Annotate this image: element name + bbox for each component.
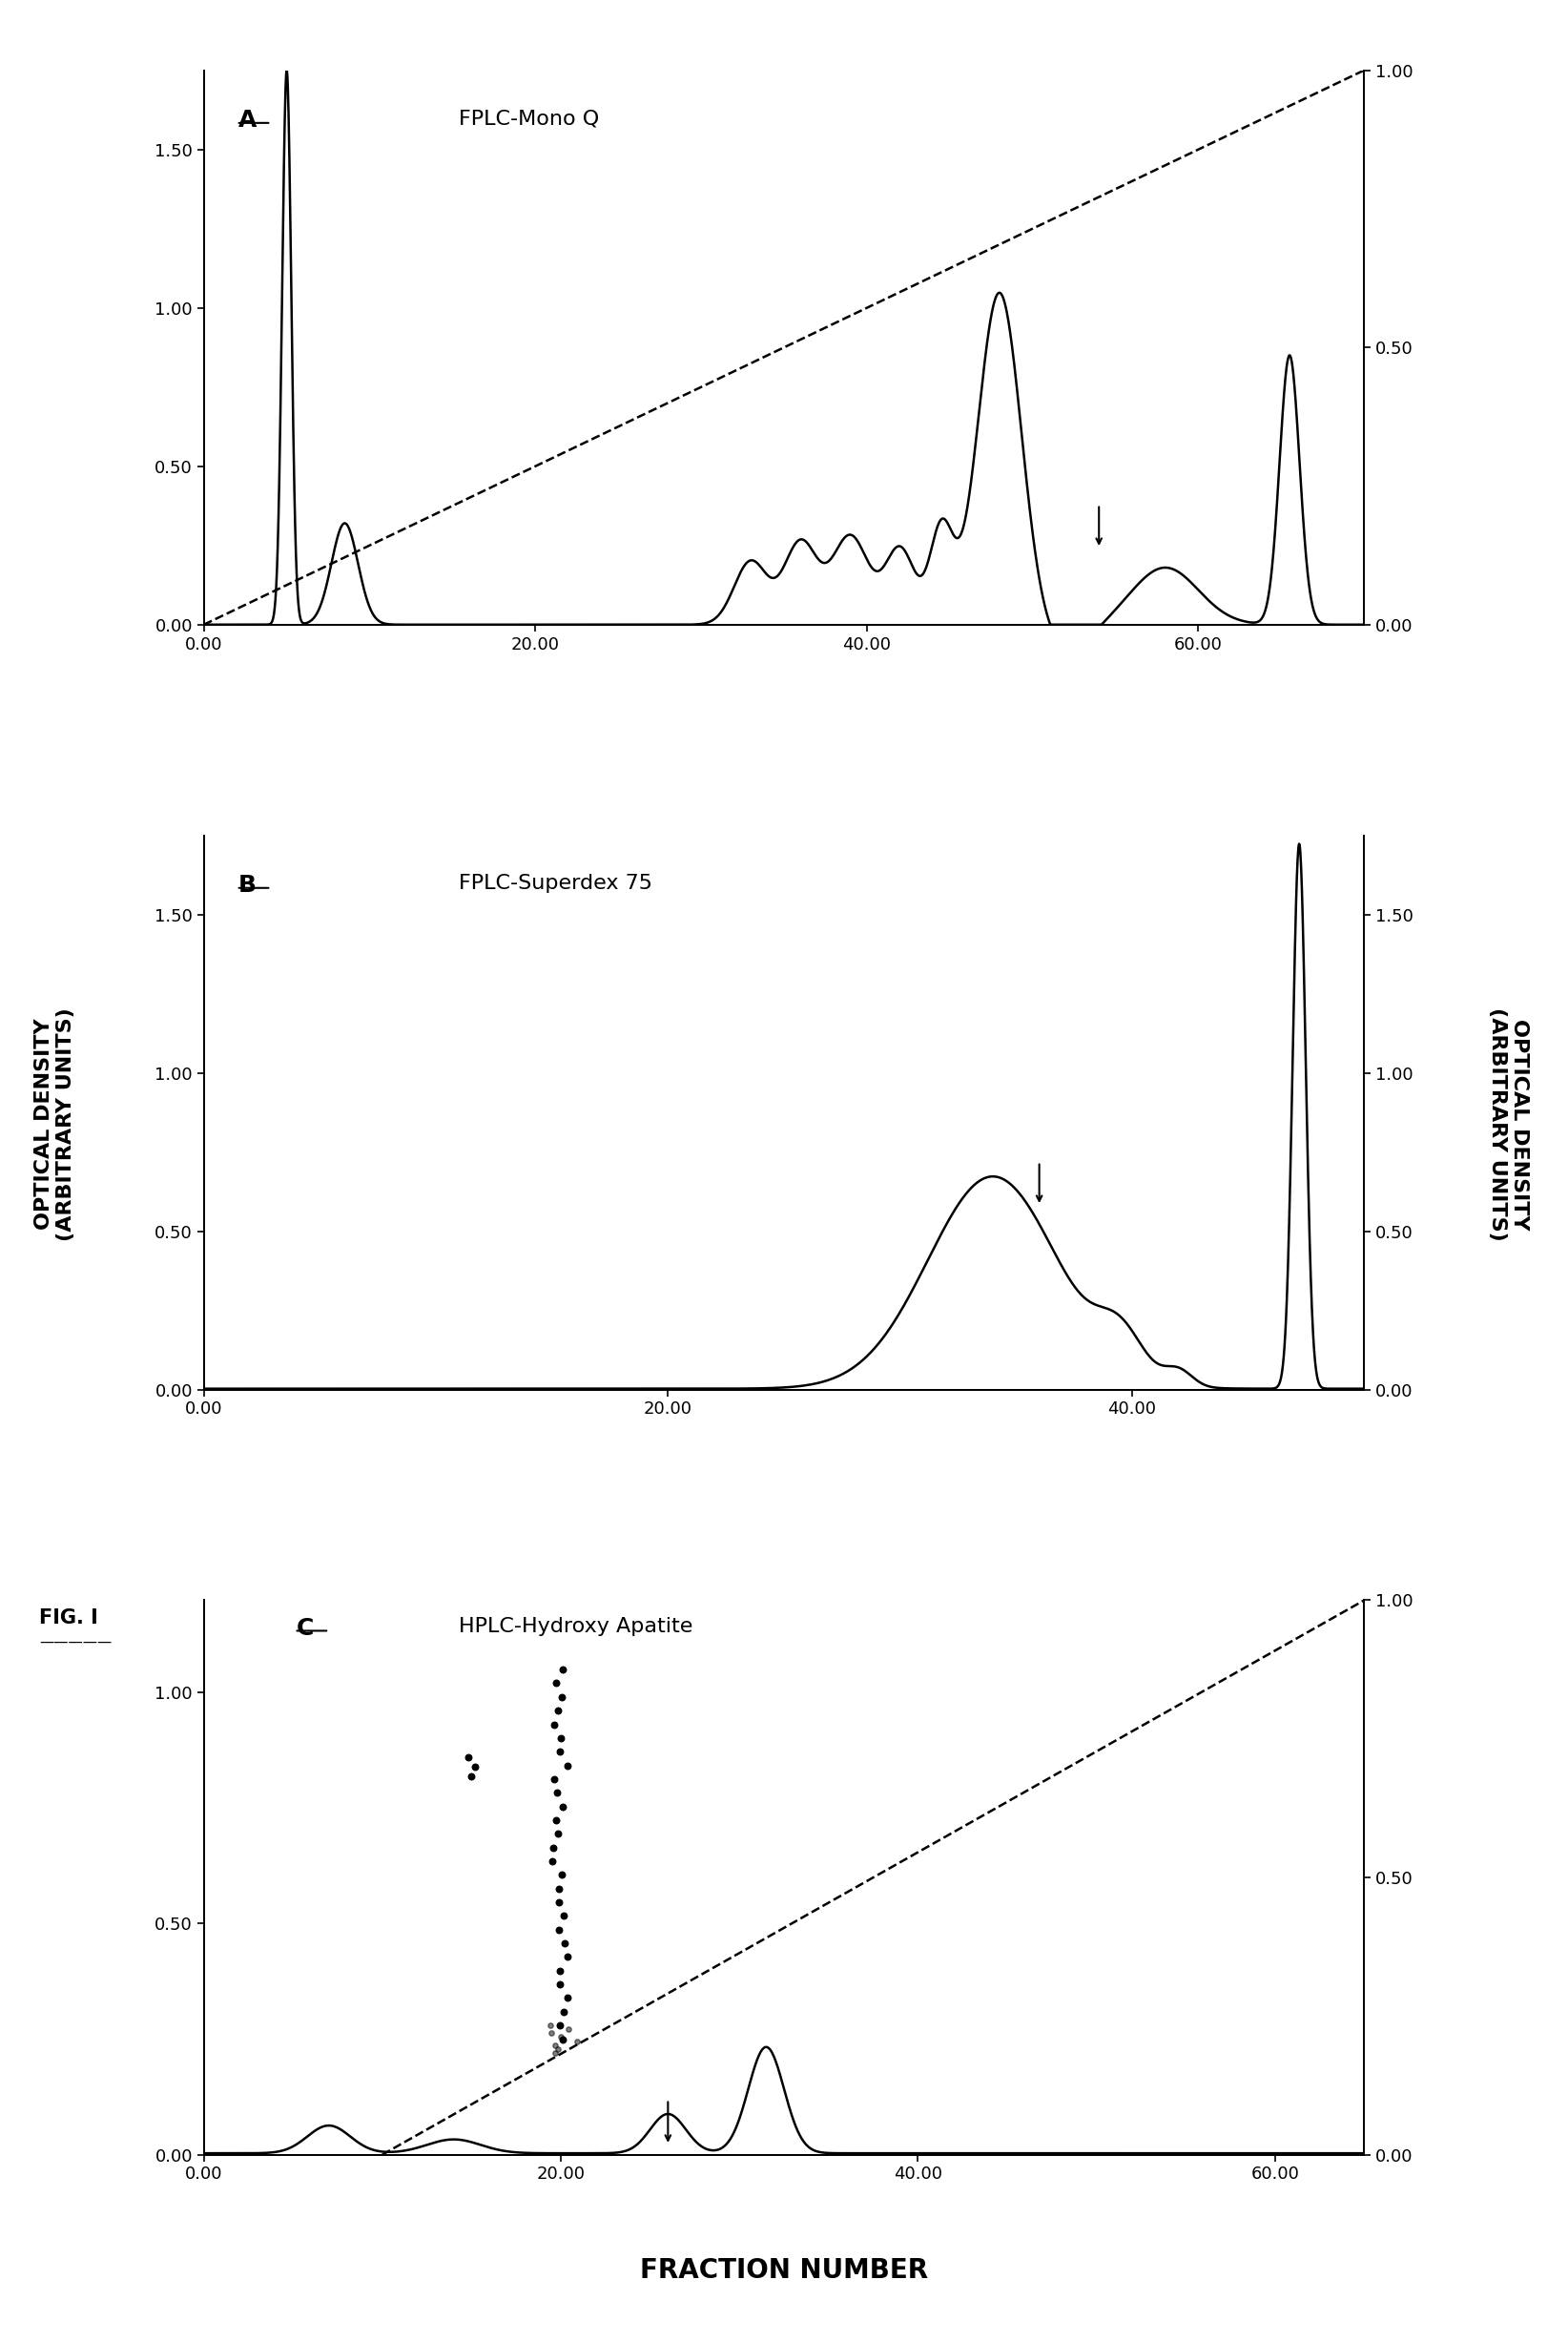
- Point: [549, 2019, 574, 2056]
- Point: [564, 2023, 590, 2061]
- Point: [555, 1747, 580, 1785]
- Point: [549, 1857, 574, 1895]
- Point: [543, 2035, 568, 2073]
- Point: [539, 1843, 564, 1881]
- Text: FRACTION NUMBER: FRACTION NUMBER: [640, 2258, 928, 2283]
- Point: [549, 1719, 574, 1756]
- Point: [550, 1787, 575, 1824]
- Point: [543, 1705, 568, 1742]
- Point: [549, 1679, 574, 1717]
- Point: [543, 1761, 568, 1799]
- Point: [546, 2031, 571, 2068]
- Text: B: B: [238, 874, 257, 897]
- Point: [546, 1883, 571, 1920]
- Text: —————: —————: [39, 1635, 111, 1649]
- Point: [546, 1869, 571, 1906]
- Text: C: C: [296, 1616, 314, 1639]
- Point: [455, 1738, 480, 1775]
- Point: [555, 1939, 580, 1977]
- Point: [544, 1801, 569, 1838]
- Point: [544, 1773, 569, 1810]
- Point: [547, 1733, 572, 1771]
- Text: OPTICAL DENSITY
(ARBITRARY UNITS): OPTICAL DENSITY (ARBITRARY UNITS): [34, 1007, 75, 1241]
- Point: [546, 1911, 571, 1949]
- Text: A: A: [238, 110, 257, 131]
- Text: OPTICAL DENSITY
(ARBITRARY UNITS): OPTICAL DENSITY (ARBITRARY UNITS): [1488, 1007, 1529, 1241]
- Text: HPLC-Hydroxy Apatite: HPLC-Hydroxy Apatite: [459, 1616, 693, 1637]
- Point: [550, 1897, 575, 1934]
- Text: FPLC-Mono Q: FPLC-Mono Q: [459, 110, 599, 129]
- Point: [543, 1665, 568, 1703]
- Point: [547, 1965, 572, 2002]
- Point: [546, 1691, 571, 1728]
- Text: FPLC-Superdex 75: FPLC-Superdex 75: [459, 874, 652, 892]
- Point: [541, 1829, 566, 1867]
- Point: [547, 2007, 572, 2045]
- Text: FIG. I: FIG. I: [39, 1609, 99, 1628]
- Point: [547, 1951, 572, 1988]
- Point: [550, 1651, 575, 1689]
- Point: [543, 2026, 568, 2063]
- Point: [555, 2009, 580, 2047]
- Point: [550, 2021, 575, 2059]
- Point: [463, 1747, 488, 1785]
- Point: [459, 1756, 485, 1794]
- Point: [539, 2014, 564, 2052]
- Point: [552, 1993, 577, 2031]
- Point: [552, 1925, 577, 1963]
- Point: [538, 2007, 563, 2045]
- Point: [555, 1979, 580, 2016]
- Point: [546, 1815, 571, 1853]
